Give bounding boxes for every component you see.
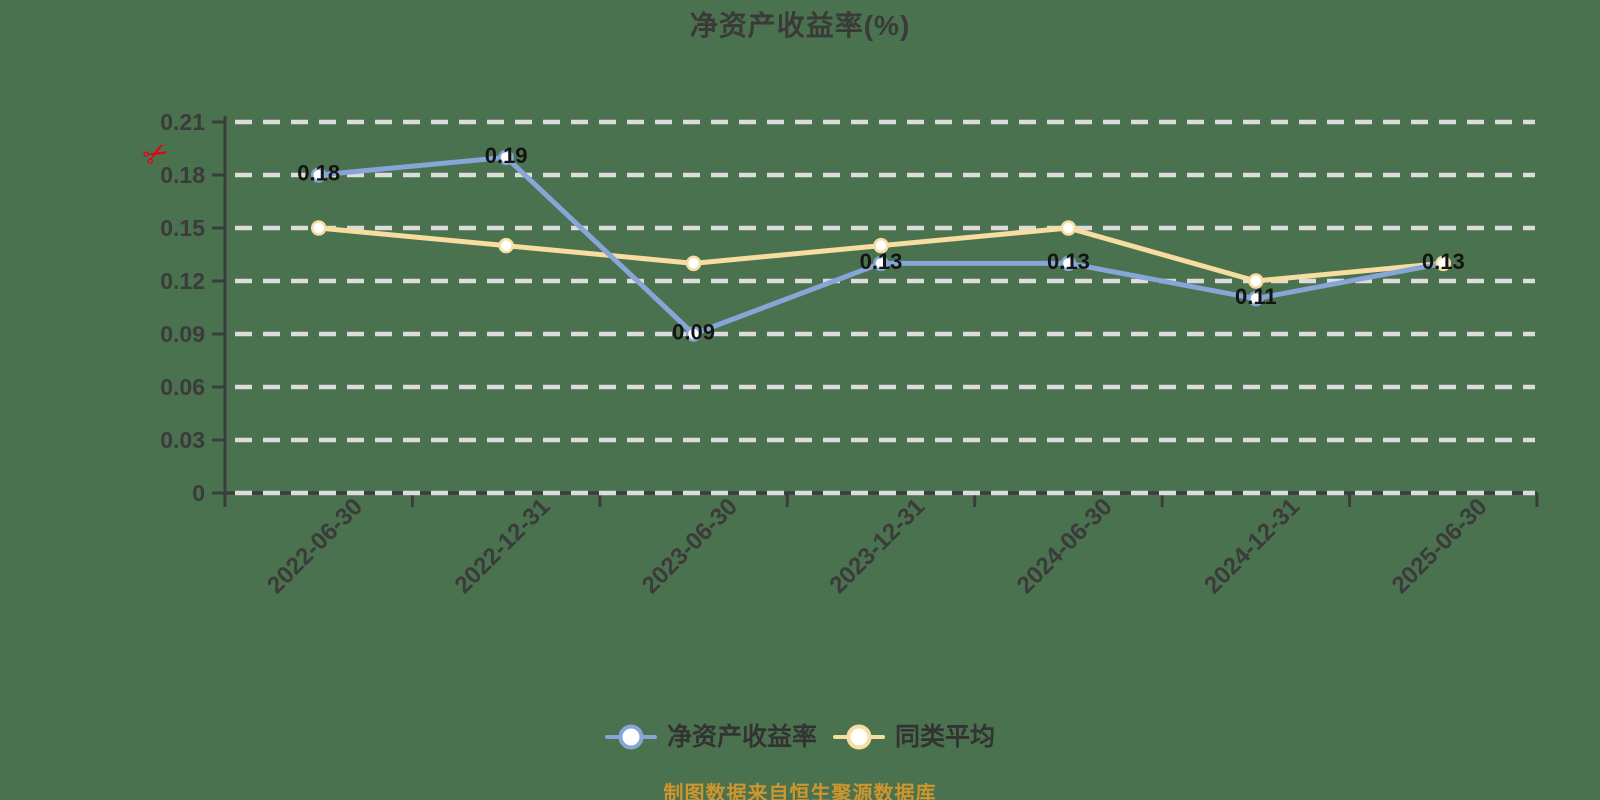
data-point-label: 0.13	[860, 249, 903, 274]
data-point-同类平均	[498, 237, 514, 254]
data-point-净资产收益率	[498, 149, 514, 166]
x-tick-label: 2023-12-31	[824, 493, 930, 599]
data-point-label: 0.18	[297, 161, 340, 186]
legend: 净资产收益率 同类平均	[0, 721, 1600, 753]
y-tick-label: 0.21	[160, 109, 205, 135]
y-tick-label: 0.15	[160, 215, 205, 241]
data-point-净资产收益率	[685, 326, 702, 342]
y-tick-label: 0.09	[160, 321, 205, 347]
data-point-净资产收益率	[1248, 290, 1264, 307]
y-tick-label: 0.06	[160, 374, 205, 400]
data-point-同类平均	[1248, 273, 1264, 289]
data-point-label: 0.09	[672, 320, 715, 345]
legend-label-roe: 净资产收益率	[666, 723, 817, 751]
data-point-同类平均	[1435, 255, 1452, 272]
data-point-同类平均	[1060, 220, 1077, 236]
legend-circle	[618, 724, 644, 750]
data-point-label: 0.13	[1047, 249, 1090, 274]
data-point-净资产收益率	[873, 255, 889, 272]
data-point-label: 0.13	[1422, 249, 1465, 274]
data-point-同类平均	[685, 255, 702, 272]
x-tick-label: 2023-06-30	[637, 493, 743, 599]
x-tick-label: 2022-12-31	[449, 493, 555, 599]
data-point-同类平均	[310, 220, 327, 236]
legend-line-marker-icon	[604, 724, 657, 750]
data-point-label: 0.19	[485, 143, 528, 168]
x-tick-label: 2022-06-30	[262, 493, 368, 599]
data-point-同类平均	[873, 237, 889, 254]
legend-circle	[846, 724, 872, 750]
legend-label-peer-average: 同类平均	[895, 723, 996, 751]
y-tick-label: 0.18	[160, 162, 205, 188]
data-point-label: 0.11	[1235, 284, 1277, 309]
x-tick-label: 2025-06-30	[1387, 493, 1493, 599]
data-point-净资产收益率	[1060, 255, 1077, 272]
y-tick-label: 0.12	[160, 268, 205, 294]
x-tick-label: 2024-06-30	[1012, 493, 1118, 599]
x-tick-label: 2024-12-31	[1199, 493, 1305, 599]
y-tick-label: 0	[192, 480, 205, 506]
data-point-净资产收益率	[310, 167, 327, 183]
legend-item-roe[interactable]: 净资产收益率	[604, 723, 817, 751]
y-tick-label: 0.03	[160, 427, 205, 453]
legend-line-marker-icon	[833, 724, 885, 750]
legend-item-peer-average[interactable]: 同类平均	[833, 724, 995, 750]
data-source-note: 制图数据来自恒生聚源数据库	[663, 783, 937, 800]
chart-title: 净资产收益率(%)	[689, 10, 911, 41]
